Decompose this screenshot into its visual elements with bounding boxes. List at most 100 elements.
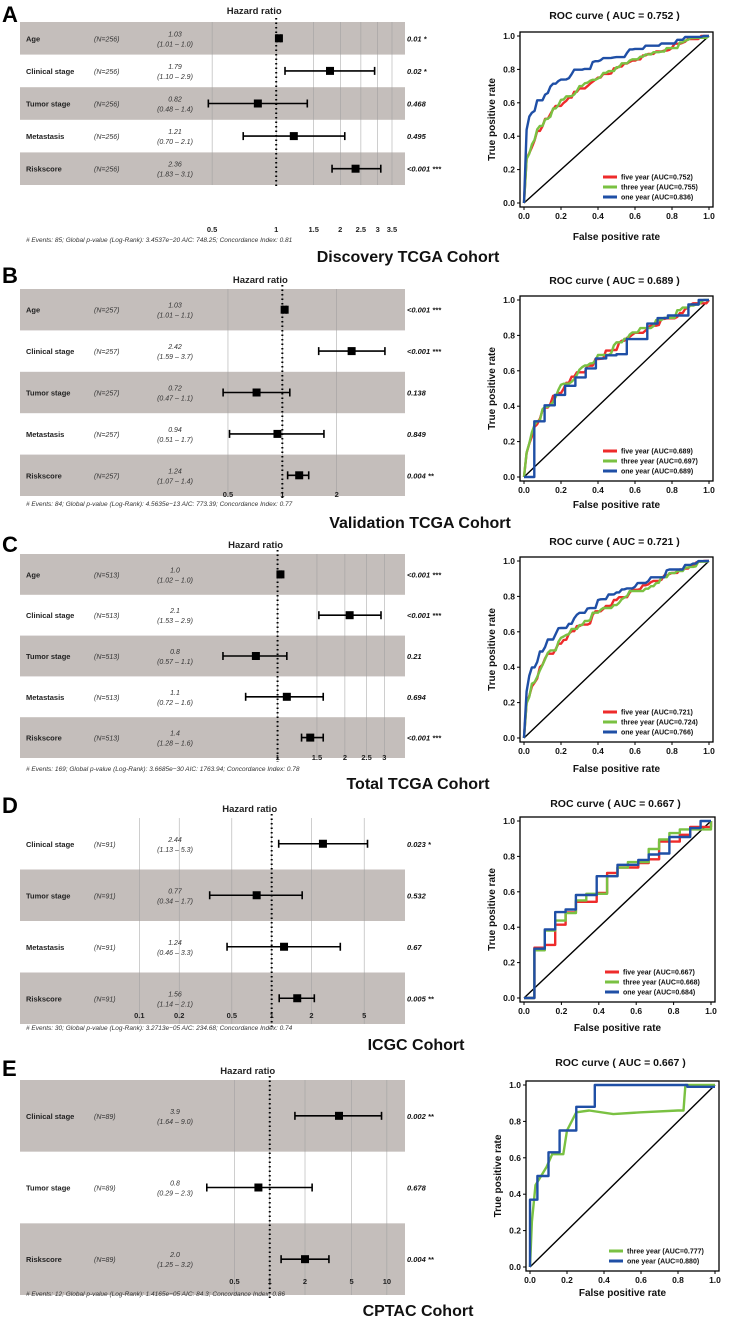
roc-title: ROC curve ( AUC = 0.667 ) [555,1057,686,1069]
row-hr: 1.0 [170,567,180,574]
hr-point [301,1255,310,1264]
hr-point [306,733,315,742]
roc-y-tick-label: 0.8 [503,330,515,340]
row-ci: (0.51 – 1.7) [157,437,193,444]
panel-letter: A [2,2,18,27]
row-ci: (1.59 – 3.7) [157,354,193,361]
panel-letter: E [2,1056,17,1081]
row-hr: 2.42 [167,344,182,351]
row-pvalue: 0.002 ** [407,1112,435,1121]
roc-x-tick-label: 0.6 [629,746,641,756]
hr-point [334,1111,343,1120]
forest-tick-label: 0.5 [207,225,217,234]
forest-tick-label: 0.5 [223,490,233,499]
forest-tick-label: 1 [274,225,278,234]
row-n: (N=91) [94,945,116,952]
row-hr: 2.44 [167,837,182,844]
roc-y-tick-label: 0.2 [503,698,515,708]
row-n: (N=257) [94,308,119,315]
forest-tick-label: 2 [335,490,339,499]
roc-frame [525,1080,720,1272]
legend-label: one year (AUC=0.836) [621,195,693,202]
roc-frame [519,816,716,1003]
row-pvalue: 0.004 ** [407,1255,435,1264]
row-ci: (1.01 – 1.0) [157,41,193,48]
row-ci: (0.57 – 1.1) [157,659,193,666]
hr-point [345,611,354,620]
roc-y-tick-label: 0.6 [503,887,515,897]
row-ci: (1.83 – 3.1) [157,172,193,179]
roc-x-tick-label: 0.6 [635,1275,647,1285]
roc-x-tick-label: 0.8 [672,1275,684,1285]
legend-label: three year (AUC=0.724) [621,720,698,727]
row-pvalue: <0.001 *** [407,570,442,579]
row-n: (N=257) [94,391,119,398]
row-ci: (0.46 – 3.3) [157,950,193,957]
row-ci: (1.64 – 9.0) [157,1119,193,1126]
row-hr: 0.8 [170,649,180,656]
row-pvalue: 0.004 ** [407,471,435,480]
row-ci: (1.01 – 1.1) [157,313,193,320]
row-ci: (1.25 – 3.2) [157,1262,193,1269]
forest-tick-label: 2 [303,1277,307,1286]
forest-tick-label: 2.5 [356,225,366,234]
row-variable: Riskscore [26,734,62,743]
legend-label: five year (AUC=0.667) [623,970,695,977]
roc-y-tick-label: 0.6 [503,98,515,108]
forest-tick-label: 1.5 [308,225,318,234]
cohort-title: CPTAC Cohort [363,1303,474,1320]
forest-title: Hazard ratio [222,804,277,815]
row-variable: Age [26,34,40,43]
roc-x-tick-label: 0.0 [524,1275,536,1285]
row-band [20,289,405,331]
cohort-title: Validation TCGA Cohort [329,515,511,532]
roc-y-tick-label: 0.6 [503,366,515,376]
row-pvalue: <0.001 *** [407,734,442,743]
forest-tick-label: 1 [268,1277,272,1286]
row-pvalue: 0.005 ** [407,994,435,1003]
forest-tick-label: 5 [362,1011,366,1020]
hr-point [318,839,327,848]
legend-label: three year (AUC=0.777) [627,1249,704,1256]
roc-y-tick-label: 1.0 [509,1080,521,1090]
row-ci: (1.07 – 1.4) [157,478,193,485]
row-ci: (0.70 – 2.1) [157,139,193,146]
row-ci: (1.10 – 2.9) [157,74,193,81]
row-n: (N=513) [94,654,119,661]
forest-tick-label: 1 [280,490,284,499]
roc-x-label: False positive rate [579,1288,667,1299]
row-pvalue: 0.694 [407,693,427,702]
forest-footnote: # Events: 12; Global p-value (Log-Rank):… [26,1291,285,1298]
row-hr: 1.79 [168,64,182,71]
row-n: (N=513) [94,736,119,743]
row-pvalue: 0.023 * [407,840,432,849]
roc-diagonal [523,299,710,478]
row-ci: (0.48 – 1.4) [157,107,193,114]
roc-x-tick-label: 0.4 [592,485,604,495]
roc-y-tick-label: 0.6 [503,627,515,637]
row-band [20,635,405,677]
row-band [20,972,405,1024]
row-band [20,554,405,595]
row-n: (N=89) [94,1186,116,1193]
row-pvalue: 0.67 [407,943,422,952]
roc-x-tick-label: 0.2 [555,485,567,495]
roc-x-tick-label: 1.0 [709,1275,721,1285]
roc-y-tick-label: 0.0 [509,1262,521,1272]
row-pvalue: <0.001 *** [407,306,442,315]
roc-y-label: True positive rate [493,1134,504,1217]
roc-y-tick-label: 0.4 [503,131,515,141]
row-hr: 1.21 [168,129,182,136]
roc-y-tick-label: 0.0 [503,993,515,1003]
roc-x-tick-label: 0.0 [518,746,530,756]
row-variable: Tumor stage [26,1184,70,1193]
row-hr: 0.82 [168,97,182,104]
roc-plot: ROC curve ( AUC = 0.721 ) 0.00.0 0.2 0.2 0.4… [487,536,715,775]
legend-label: three year (AUC=0.697) [621,459,698,466]
row-pvalue: 0.138 [407,389,427,398]
forest-plot: 0.5 1 1.5 2 2.5 3 3.5 Hazard ratio Age (N=256) 1.0… [20,6,442,244]
roc-y-tick-label: 0.2 [509,1226,521,1236]
forest-tick-label: 0.2 [174,1011,184,1020]
hr-point [282,692,291,701]
